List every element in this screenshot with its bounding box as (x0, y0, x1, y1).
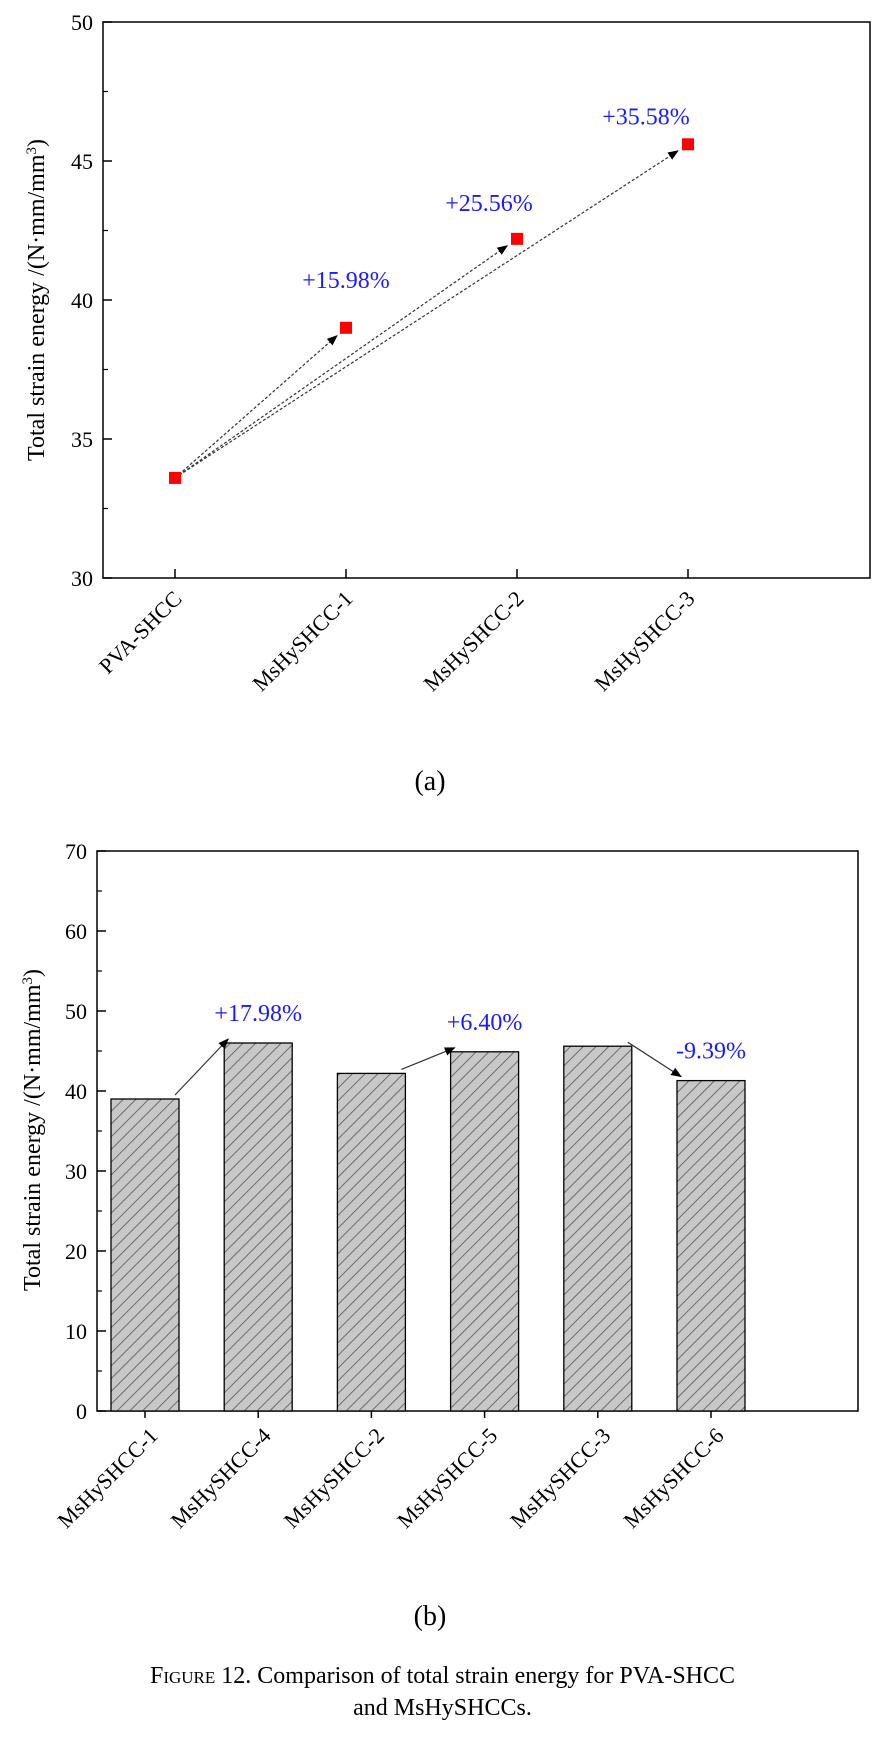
panel-a-point-pva-shcc (169, 471, 181, 484)
panel-b-y-axis-title-sup: 3 (20, 977, 36, 985)
panel-b-y-tick-label: 0 (76, 1399, 87, 1424)
panel-a-x-axis: PVA-SHCC MsHySHCC-1 MsHySHCC-2 MsHySHCC-3 (94, 569, 700, 696)
panel-b-arrow-mshyshcc-6 (627, 1041, 682, 1078)
panel-b-annotations: +17.98% +6.40% -9.39% (214, 1001, 746, 1065)
panel-b-y-tick-label: 60 (65, 919, 87, 944)
panel-b-annotation-mshyshcc-6: -9.39% (676, 1039, 746, 1065)
panel-a-point-mshyshcc-1 (340, 321, 352, 334)
panel-a-points (169, 138, 694, 484)
panel-a-x-tick-label-mshyshcc-3: MsHySHCC-3 (589, 586, 699, 696)
panel-b-y-axis: 0 10 20 30 40 50 60 70 (65, 839, 106, 1424)
panel-b-bar-mshyshcc-5 (449, 1051, 520, 1412)
panel-b-y-axis-title: Total strain energy /(N·mm/mm3) (20, 969, 46, 1291)
caption-figure-label: Figure 12. (149, 1663, 252, 1689)
panel-b-y-tick-label: 50 (65, 999, 87, 1024)
panel-b-bar-mshyshcc-3 (563, 1045, 633, 1412)
panel-a-point-mshyshcc-3 (682, 138, 694, 151)
panel-a-label: (a) (414, 766, 445, 797)
caption-text-1: Comparison of total strain energy for PV… (251, 1663, 736, 1689)
panel-b-x-tick-label-mshyshcc-3: MsHySHCC-3 (505, 1423, 615, 1533)
panel-a-y-tick-label: 50 (71, 10, 93, 35)
caption-line-2: and MsHySHCCs. (353, 1695, 532, 1721)
panel-b-y-tick-label: 20 (65, 1239, 87, 1264)
panel-b-y-tick-label: 40 (65, 1079, 87, 1104)
panel-b-annotation-mshyshcc-5: +6.40% (447, 1010, 523, 1036)
panel-a-scatter-chart: 30 35 40 45 50 PVA-SHCC MsHySHCC-1 MsHySHCC-2 M… (24, 10, 871, 797)
panel-b-x-tick-label-mshyshcc-5: MsHySHCC-5 (392, 1423, 502, 1533)
caption-line-1: Figure 12. Comparison of total strain en… (0, 1660, 885, 1692)
panel-a-x-tick-label-mshyshcc-2: MsHySHCC-2 (418, 586, 528, 696)
panel-b-y-axis-title-main: Total strain energy /(N·mm/mm (20, 984, 46, 1291)
panel-b-arrow-mshyshcc-4 (174, 1038, 229, 1096)
panel-a-y-axis-title: Total strain energy /(N·mm/mm3) (24, 139, 50, 461)
panel-b-label: (b) (414, 1601, 447, 1632)
panel-a-x-tick-label-pva-shcc: PVA-SHCC (94, 586, 187, 679)
panel-a-y-tick-label: 30 (71, 566, 93, 591)
panel-b-y-tick-label: 10 (65, 1319, 87, 1344)
panel-a-plot-frame (102, 21, 871, 579)
panel-b-bar-mshyshcc-2 (336, 1072, 407, 1412)
panel-b-bar-mshyshcc-6 (676, 1079, 746, 1412)
panel-a-annotation-mshyshcc-1: +15.98% (302, 268, 390, 294)
panel-b-x-tick-label-mshyshcc-6: MsHySHCC-6 (618, 1423, 728, 1533)
panel-b-x-tick-label-mshyshcc-1: MsHySHCC-1 (52, 1423, 162, 1533)
panel-b-arrows (174, 1038, 682, 1096)
panel-b-x-tick-label-mshyshcc-4: MsHySHCC-4 (166, 1423, 276, 1533)
panel-a-arrows (174, 150, 679, 479)
panel-b-x-axis: MsHySHCC-1 MsHySHCC-4 MsHySHCC-2 MsHySHCC-5… (52, 1411, 729, 1533)
panel-b-bar-mshyshcc-1 (110, 1098, 180, 1412)
panel-b-y-tick-label: 70 (65, 839, 87, 864)
panel-a-annotation-mshyshcc-3: +35.58% (602, 104, 690, 130)
panel-b-x-tick-label-mshyshcc-2: MsHySHCC-2 (279, 1423, 389, 1533)
panel-a-annotation-mshyshcc-2: +25.56% (445, 191, 533, 217)
panel-b-bar-mshyshcc-4 (223, 1042, 293, 1412)
panel-a-annotations: +15.98% +25.56% +35.58% (302, 104, 690, 293)
panel-a-y-axis: 30 35 40 45 50 (71, 10, 112, 591)
panel-a-arrow-mshyshcc-2 (174, 245, 509, 479)
panel-a-y-tick-label: 35 (71, 427, 93, 452)
panel-a-arrow-mshyshcc-3 (174, 150, 679, 479)
figure-caption: Figure 12. Comparison of total strain en… (0, 1660, 885, 1724)
panel-a-x-tick-label-mshyshcc-1: MsHySHCC-1 (247, 586, 357, 696)
panel-b-annotation-mshyshcc-4: +17.98% (214, 1001, 302, 1027)
panel-b-arrow-mshyshcc-5 (401, 1047, 456, 1070)
panel-a-y-axis-title-sup: 3 (24, 147, 40, 155)
panel-a-y-axis-title-main: Total strain energy /(N·mm/mm (24, 154, 50, 461)
panel-a-y-axis-title-close: ) (24, 139, 50, 147)
panel-b-bars (110, 1042, 746, 1412)
panel-a-y-tick-label: 40 (71, 288, 93, 313)
panel-a-point-mshyshcc-2 (511, 232, 523, 245)
panel-b-y-axis-title-close: ) (20, 969, 46, 977)
panel-b-y-tick-label: 30 (65, 1159, 87, 1184)
panel-a-y-tick-label: 45 (71, 149, 93, 174)
panel-a-arrow-mshyshcc-1 (174, 335, 338, 479)
